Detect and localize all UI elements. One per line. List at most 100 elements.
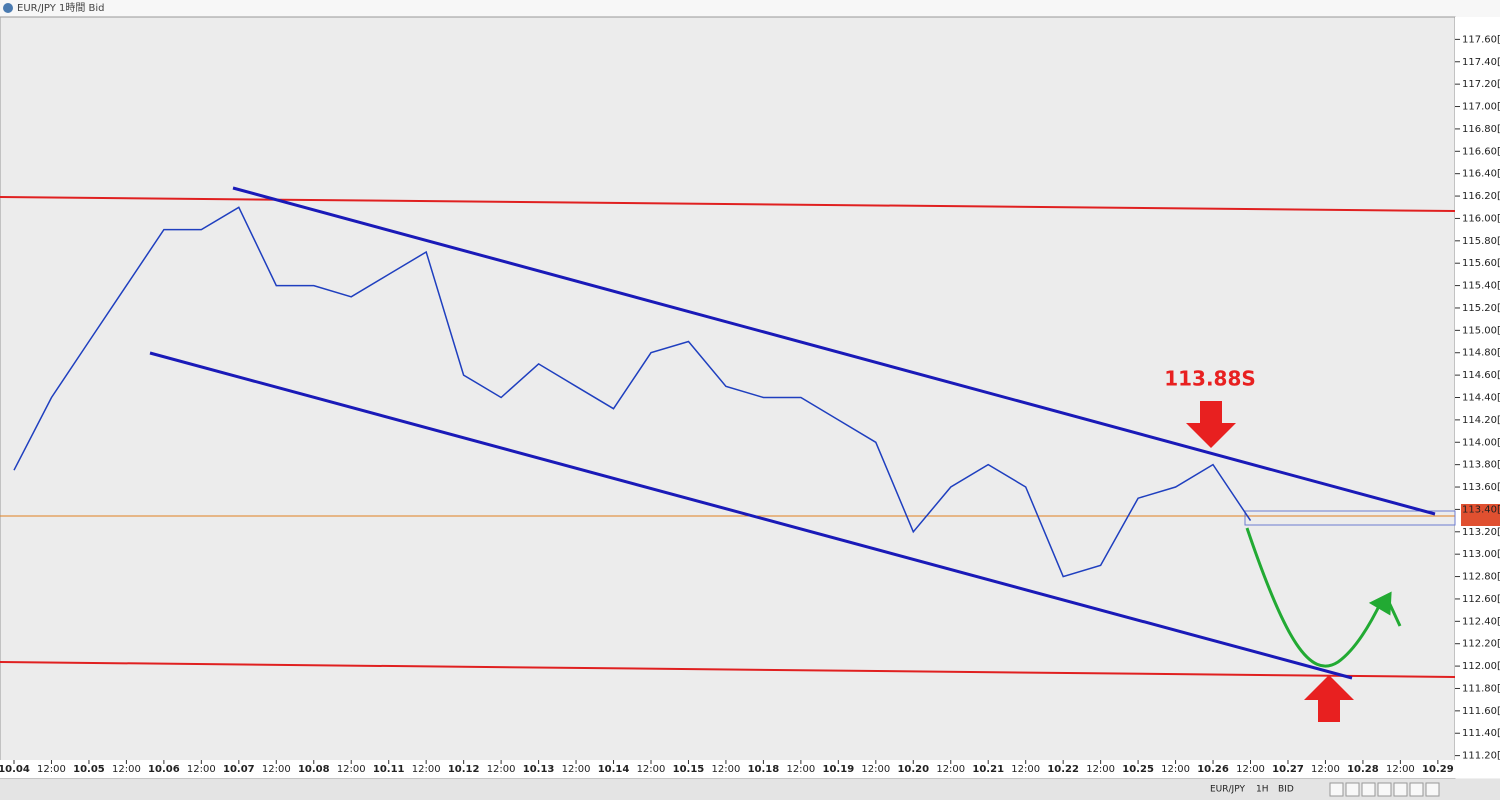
x-tick-label: 12:00 [37,764,66,775]
x-tick-label: 10.14 [598,764,630,775]
y-tick-label: 112.80[0 [1462,572,1500,583]
symbol-select[interactable]: EUR/JPY [1210,785,1245,795]
plot-area [0,16,1456,779]
toolbar [0,779,1500,800]
y-tick-label: 116.40[0 [1462,169,1500,180]
x-tick-label: 10.12 [448,764,480,775]
x-tick-label: 12:00 [936,764,965,775]
y-tick-label: 116.60[0 [1462,146,1500,157]
x-tick-label: 10.25 [1122,764,1154,775]
toolbar-button[interactable] [1409,782,1424,797]
toolbar-button[interactable] [1425,782,1440,797]
y-tick-label: 116.00[0 [1462,213,1500,224]
x-tick-label: 12:00 [562,764,591,775]
app-icon [3,3,13,13]
y-tick-label: 117.60[0 [1462,34,1500,45]
x-tick-label: 12:00 [786,764,815,775]
x-tick-label: 10.04 [0,764,30,775]
x-tick-label: 10.08 [298,764,330,775]
x-tick-label: 12:00 [187,764,216,775]
x-tick-label: 10.28 [1347,764,1379,775]
channel-upper [232,186,1436,516]
y-tick-label: 111.40[0 [1462,728,1500,739]
projection-arrow [1368,591,1402,627]
x-tick-label: 12:00 [861,764,890,775]
y-tick-label: 114.80[0 [1462,348,1500,359]
x-tick-label: 10.26 [1197,764,1229,775]
range-box [1244,510,1456,526]
up-arrow [1304,675,1354,722]
y-tick-label: 112.20[0 [1462,639,1500,650]
price-tag [1461,504,1500,526]
x-tick-label: 10.22 [1047,764,1079,775]
y-tick-label: 114.40[0 [1462,393,1500,404]
y-tick-label: 112.60[0 [1462,594,1500,605]
annotation: 113.88S [1164,367,1256,391]
y-axis-strip [1455,17,1500,778]
window-title: EUR/JPY 1時間 Bid [17,2,105,14]
y-tick-label: 112.40[0 [1462,616,1500,627]
x-tick-label: 12:00 [412,764,441,775]
y-tick-label: 115.00[0 [1462,325,1500,336]
y-tick-label: 117.20[0 [1462,79,1500,90]
toolbar-button[interactable] [1345,782,1360,797]
y-tick-label: 111.60[0 [1462,706,1500,717]
x-tick-label: 10.13 [523,764,555,775]
y-tick-label: 114.60[0 [1462,370,1500,381]
toolbar-button[interactable] [1377,782,1392,797]
x-axis-strip [0,760,1455,778]
toolbar-button[interactable] [1361,782,1376,797]
x-tick-label: 12:00 [337,764,366,775]
x-tick-label: 10.21 [972,764,1004,775]
timeframe-select[interactable]: 1H [1256,785,1269,795]
x-tick-label: 12:00 [1011,764,1040,775]
y-tick-label: 113.00[0 [1462,549,1500,560]
y-tick-label: 111.20[0 [1462,751,1500,762]
x-tick-label: 10.20 [897,764,929,775]
x-tick-label: 10.06 [148,764,180,775]
projection-path [1245,527,1384,668]
x-tick-label: 12:00 [1236,764,1265,775]
price-line [13,206,1252,578]
y-tick-label: 113.40[0 [1462,504,1500,515]
channel-lower [149,351,1353,680]
x-tick-label: 12:00 [262,764,291,775]
y-tick-label: 114.00[0 [1462,437,1500,448]
y-tick-label: 117.40[0 [1462,57,1500,68]
y-tick-label: 117.00[0 [1462,102,1500,113]
y-tick-label: 113.60[0 [1462,482,1500,493]
x-tick-label: 10.07 [223,764,255,775]
x-tick-label: 10.18 [748,764,780,775]
y-tick-label: 116.20[0 [1462,191,1500,202]
x-tick-label: 12:00 [712,764,741,775]
x-tick-label: 12:00 [487,764,516,775]
y-tick-label: 114.20[0 [1462,415,1500,426]
y-tick-label: 116.80[0 [1462,124,1500,135]
price-type-select[interactable]: BID [1278,785,1294,795]
support-line [0,661,1456,678]
x-tick-label: 12:00 [637,764,666,775]
x-tick-label: 12:00 [1386,764,1415,775]
toolbar-button[interactable] [1393,782,1408,797]
y-tick-label: 115.40[0 [1462,281,1500,292]
toolbar-button[interactable] [1329,782,1344,797]
x-tick-label: 10.19 [823,764,855,775]
x-tick-label: 12:00 [1086,764,1115,775]
x-tick-label: 12:00 [1311,764,1340,775]
y-tick-label: 113.20[0 [1462,527,1500,538]
x-tick-label: 10.15 [673,764,705,775]
x-tick-label: 10.11 [373,764,405,775]
y-tick-label: 111.80[0 [1462,683,1500,694]
y-tick-label: 112.00[0 [1462,661,1500,672]
x-tick-label: 10.05 [73,764,105,775]
title-bar [0,0,1500,17]
y-tick-label: 115.60[0 [1462,258,1500,269]
y-tick-label: 115.20[0 [1462,303,1500,314]
down-arrow [1186,401,1236,448]
y-tick-label: 115.80[0 [1462,236,1500,247]
x-tick-label: 12:00 [112,764,141,775]
y-tick-label: 113.80[0 [1462,460,1500,471]
x-tick-label: 10.29 [1422,764,1454,775]
